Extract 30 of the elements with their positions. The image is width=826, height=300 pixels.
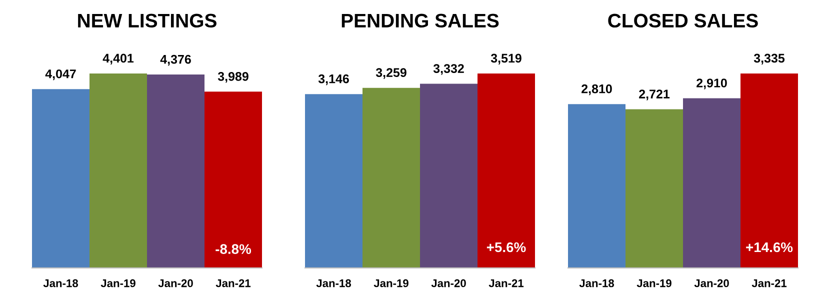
data-label: 4,401 — [102, 54, 134, 64]
x-tick-label: Jan-19 — [636, 279, 672, 288]
data-label: 3,335 — [754, 54, 785, 64]
x-tick-label: Jan-20 — [694, 279, 729, 288]
chart-title: NEW LISTINGS — [78, 14, 216, 28]
data-label: 2,721 — [639, 90, 670, 100]
x-tick-label: Jan-20 — [431, 279, 466, 288]
annotation: +5.6% — [486, 242, 526, 252]
data-label: 3,519 — [490, 54, 522, 64]
x-tick-label: Jan-18 — [43, 279, 78, 288]
data-label: 2,910 — [696, 78, 727, 90]
x-tick-label: Jan-21 — [216, 279, 251, 288]
data-label: 3,989 — [218, 72, 248, 83]
chart-title: PENDING SALES — [342, 14, 499, 28]
annotation: -8.8% — [216, 244, 252, 254]
data-label: 3,332 — [433, 64, 464, 75]
x-tick-label: Jan-19 — [374, 279, 408, 288]
data-label: 2,810 — [582, 84, 612, 96]
data-label: 4,047 — [45, 69, 76, 80]
x-tick-label: Jan-19 — [100, 279, 136, 288]
x-tick-label: Jan-21 — [752, 279, 787, 288]
x-tick-label: Jan-20 — [158, 279, 193, 288]
data-label: 4,376 — [160, 54, 191, 66]
annotation: +14.6% — [746, 242, 793, 252]
data-label: 3,259 — [376, 68, 406, 79]
x-tick-label: Jan-18 — [316, 279, 352, 288]
x-tick-label: Jan-21 — [488, 279, 524, 288]
chart-title: CLOSED SALES — [608, 14, 758, 28]
x-tick-label: Jan-18 — [579, 279, 614, 288]
data-label: 3,146 — [318, 74, 349, 86]
